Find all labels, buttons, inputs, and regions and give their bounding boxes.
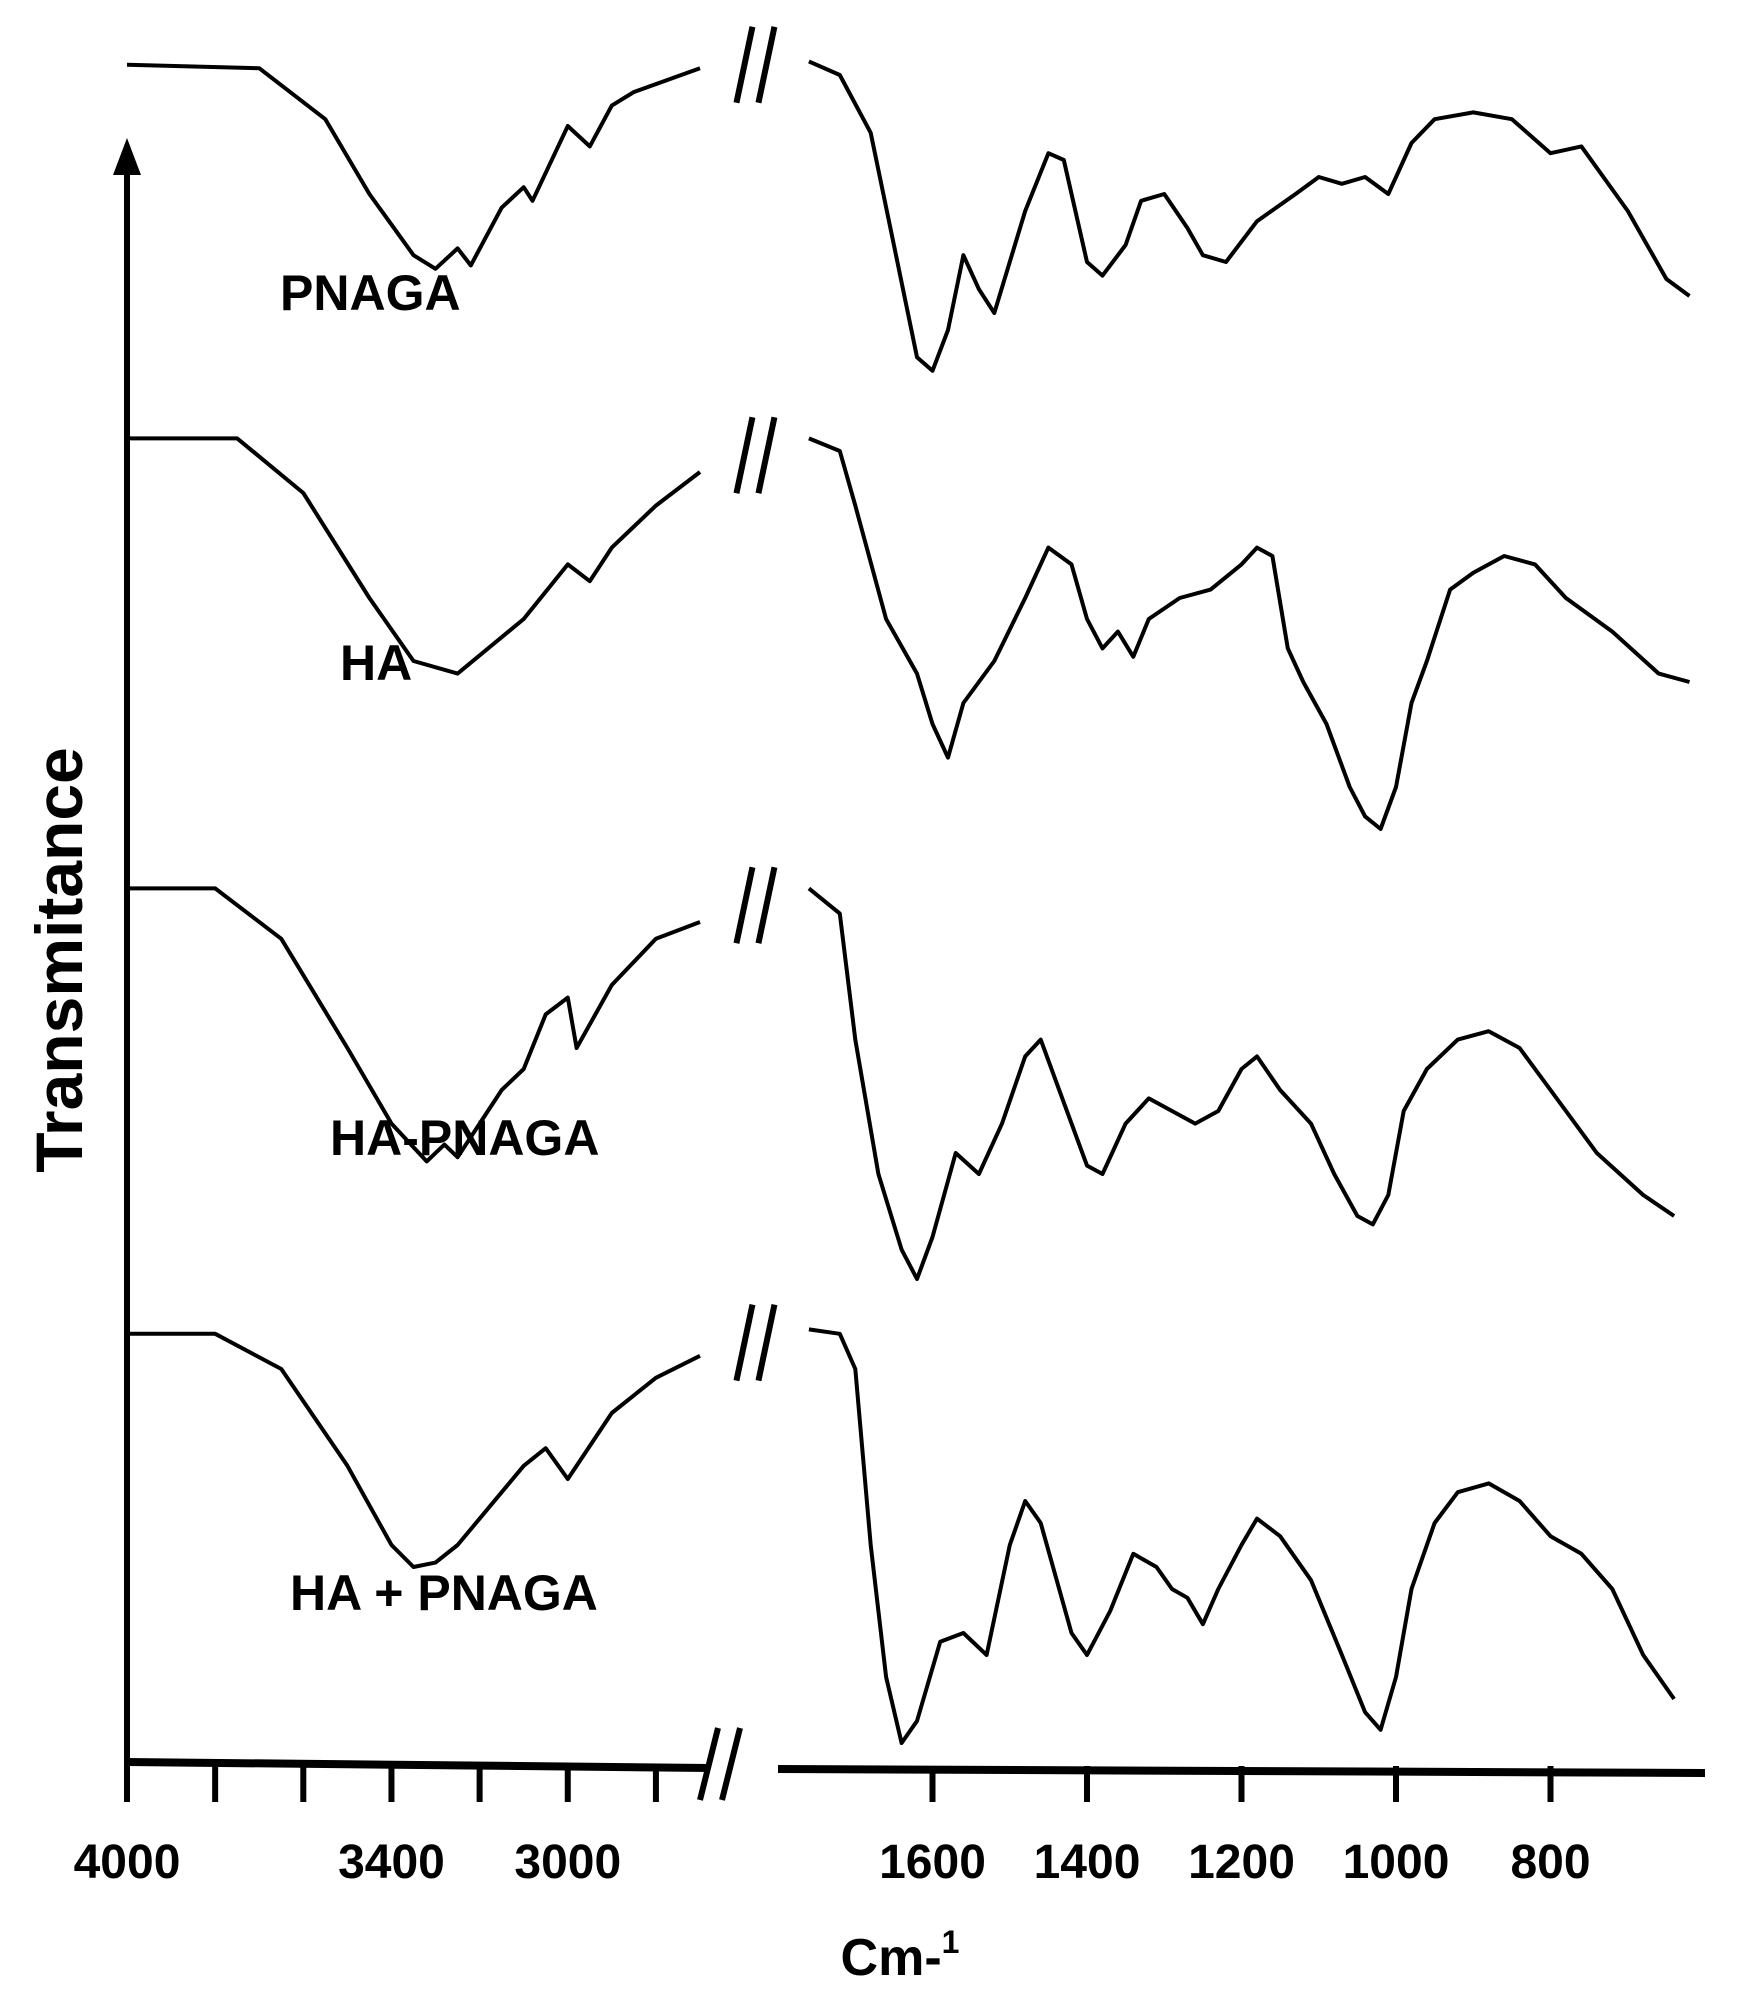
series-4-low-wavenumber-line bbox=[808, 1327, 1676, 1745]
series-break-marks bbox=[733, 26, 778, 1382]
series-label-1: PNAGA bbox=[280, 265, 461, 321]
series-1-break-mark-2 bbox=[755, 26, 778, 104]
x-axis-label-superscript: 1 bbox=[942, 1924, 960, 1960]
x-axis-ticks bbox=[124, 1766, 1554, 1802]
x-axis-tick-labels: 4000 3400 3000 1600 1400 1200 1000 800 bbox=[74, 1836, 1591, 1889]
y-axis-label: Transmitance bbox=[22, 747, 96, 1173]
y-axis-arrow-icon bbox=[113, 138, 141, 175]
series-label-2: HA bbox=[340, 635, 412, 691]
series-3-break-mark-1 bbox=[733, 866, 756, 944]
series-1-high-wavenumber-line bbox=[126, 62, 701, 271]
x-axis-label-main: Cm- bbox=[841, 1929, 942, 1987]
series-2-break-mark-2 bbox=[755, 416, 778, 494]
x-tick-label-3400: 3400 bbox=[338, 1836, 445, 1889]
x-axis-break-icon bbox=[697, 1727, 743, 1801]
x-tick-label-4000: 4000 bbox=[74, 1836, 181, 1889]
series-2-break-mark-1 bbox=[733, 416, 756, 494]
series-3-high-wavenumber-line bbox=[127, 886, 701, 1164]
series-3-low-wavenumber-line bbox=[807, 886, 1676, 1281]
series-3-break-mark-2 bbox=[755, 866, 778, 944]
series-1-break-mark-1 bbox=[733, 26, 756, 104]
x-tick-label-800: 800 bbox=[1510, 1836, 1590, 1889]
x-tick-label-1400: 1400 bbox=[1034, 1836, 1141, 1889]
series-4-high-wavenumber-line bbox=[127, 1331, 701, 1569]
series-group bbox=[126, 59, 1691, 1745]
x-tick-label-1600: 1600 bbox=[879, 1836, 986, 1889]
series-4-break-mark-1 bbox=[733, 1303, 756, 1382]
series-labels: PNAGA HA HA-PNAGA HA + PNAGA bbox=[280, 265, 599, 1621]
series-2-low-wavenumber-line bbox=[808, 436, 1691, 831]
x-tick-label-1000: 1000 bbox=[1343, 1836, 1450, 1889]
series-1-low-wavenumber-line bbox=[808, 59, 1691, 373]
series-2-high-wavenumber-line bbox=[127, 436, 702, 676]
x-axis-left bbox=[126, 1758, 711, 1772]
series-label-4: HA + PNAGA bbox=[290, 1565, 598, 1621]
x-tick-label-1200: 1200 bbox=[1188, 1836, 1295, 1889]
series-label-3: HA-PNAGA bbox=[330, 1110, 599, 1166]
x-tick-label-3000: 3000 bbox=[514, 1836, 621, 1889]
x-axis-label: Cm-1 bbox=[841, 1924, 960, 1987]
series-4-break-mark-2 bbox=[755, 1303, 778, 1382]
